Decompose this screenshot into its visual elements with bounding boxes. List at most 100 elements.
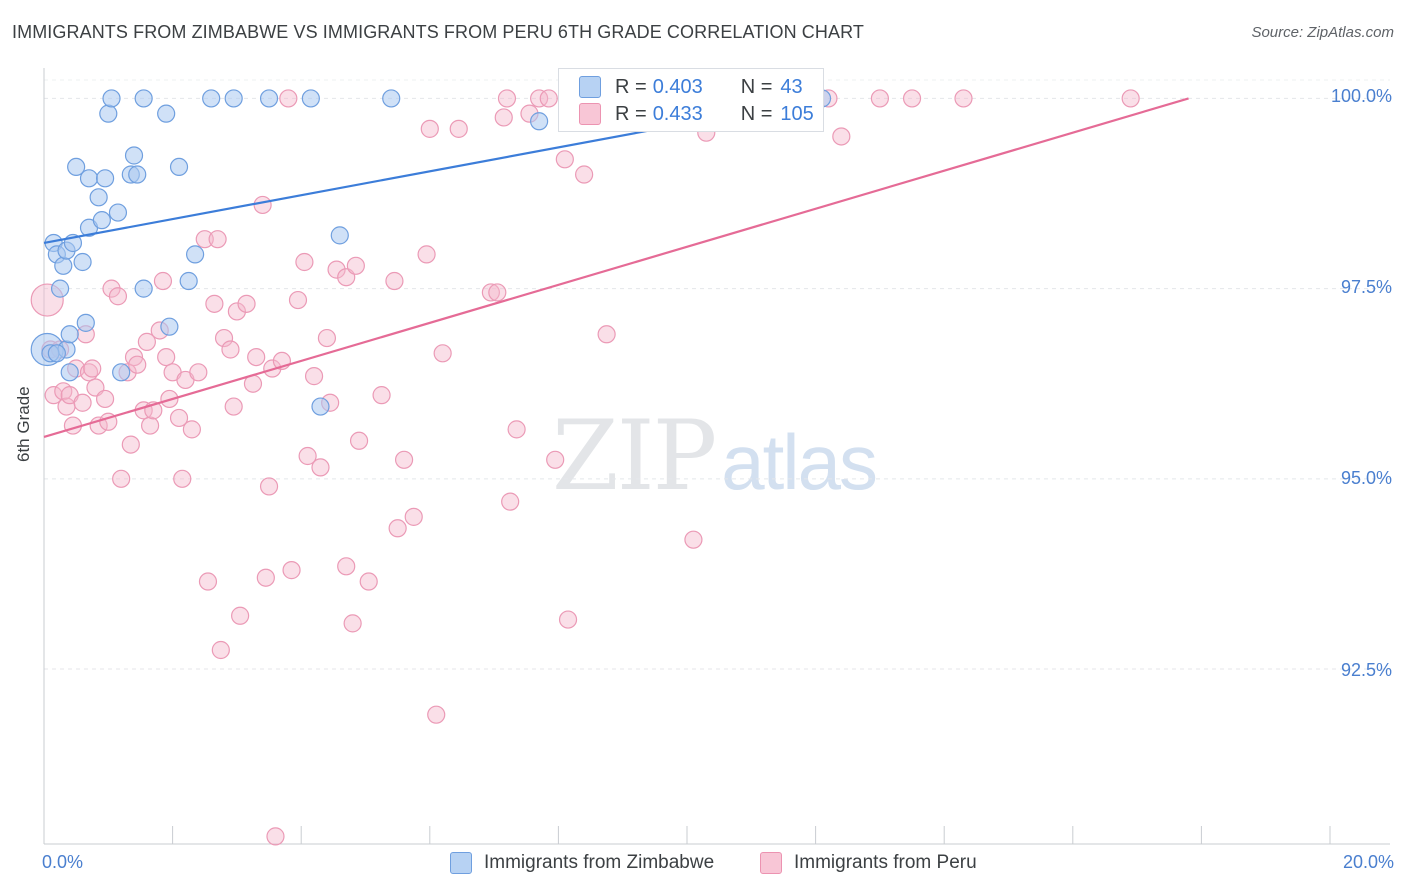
peru-point [902,89,922,108]
zimbabwe-point [382,89,401,108]
n-value: 43 [780,75,803,98]
peru-point [420,119,439,138]
zimbabwe-point [179,271,198,291]
peru-point [214,328,234,348]
peru-point [327,260,346,279]
zimbabwe-point [124,146,144,165]
y-tick-label: 97.5% [1340,277,1392,297]
peru-point [295,252,314,272]
bottom-legend: Immigrants from Zimbabwe Immigrants from… [0,852,1406,878]
chart-title: IMMIGRANTS FROM ZIMBABWE VS IMMIGRANTS F… [12,22,864,42]
peru-point [128,355,147,374]
peru-point [417,245,436,264]
peru-point [597,325,616,344]
legend-item-peru[interactable]: Immigrants from Peru [760,852,977,874]
r-value: 0.433 [652,102,703,125]
peru-legend-swatch [760,852,782,874]
zimbabwe-point [67,157,86,177]
peru-point [112,469,131,488]
peru-point [497,89,517,108]
zimbabwe-point [60,325,79,344]
peru-point [102,279,121,298]
peru-point [282,561,301,580]
peru-point [298,446,317,466]
peru-point [157,347,176,367]
peru-point [343,614,362,633]
peru-point [288,290,308,310]
peru-point [140,416,160,435]
peru-point [108,287,128,306]
peru-point [198,572,218,591]
x-tick-label: 20.0% [1342,852,1394,872]
peru-trend-line [43,97,1189,439]
zimbabwe-point [134,279,153,298]
peru-point [388,519,407,538]
peru-point [169,408,189,428]
peru-point [684,530,703,549]
peru-point [427,705,446,724]
watermark-zip: ZIP [552,400,717,512]
peru-point [211,640,230,660]
zimbabwe-point [128,165,147,184]
peru-point [317,328,337,348]
zimbabwe-point [89,188,108,207]
y-tick-label: 92.5% [1340,660,1392,680]
zimbabwe-point [60,363,79,382]
zimbabwe-point [73,252,92,272]
zimbabwe-point [169,157,189,177]
peru-point [153,271,173,291]
peru-point [231,606,250,625]
x-tick-label: 0.0% [42,852,84,872]
zimbabwe-point [76,313,95,332]
peru-point [221,340,240,359]
peru-point [44,386,63,405]
zimbabwe-point [108,203,128,222]
r-value: 0.403 [652,75,703,98]
r-label: R = [615,102,647,125]
zimbabwe-point [311,397,330,416]
peru-point [195,230,214,249]
n-value: 105 [780,102,814,125]
peru-point [507,420,526,439]
y-tick-label: 95.0% [1340,468,1392,488]
peru-point [832,127,851,146]
zimbabwe-swatch [579,76,601,98]
peru-point [433,344,452,363]
zimbabwe-legend-swatch [450,852,472,874]
peru-point [394,450,414,469]
peru-point [1121,89,1140,108]
peru-point [449,119,468,138]
n-label: N = [740,102,773,125]
y-tick-label: 100.0% [1330,86,1392,106]
peru-point [481,283,500,302]
peru-point [359,572,378,591]
source-label: Source: ZipAtlas.com [1251,24,1394,41]
zimbabwe-point [112,363,131,382]
peru-point [247,347,266,367]
peru-point [227,302,246,321]
peru-point [224,397,243,416]
peru-point [253,195,272,215]
peru-point [121,435,140,454]
zimbabwe-point [54,256,73,275]
peru-point [208,230,227,249]
stats-row-zimbabwe: R = 0.403 N = 43 [579,73,803,101]
peru-point [259,477,279,496]
peru-point [501,492,520,511]
peru-point [488,283,507,302]
zimbabwe-point [50,279,70,298]
peru-point [372,386,391,405]
peru-point [237,294,256,313]
peru-point [530,89,549,108]
zimbabwe-point [99,104,118,123]
legend-label: Immigrants from Zimbabwe [484,852,715,873]
peru-point [546,450,565,469]
stats-row-peru: R = 0.433 N = 105 [579,100,814,128]
zimbabwe-point [530,112,549,131]
legend-item-zimbabwe[interactable]: Immigrants from Zimbabwe [450,852,714,874]
peru-point [95,389,115,409]
stats-legend: R = 0.403 N = 43 R = 0.433 N = 105 [558,68,824,132]
peru-point [304,367,324,386]
zimbabwe-point [330,226,349,245]
